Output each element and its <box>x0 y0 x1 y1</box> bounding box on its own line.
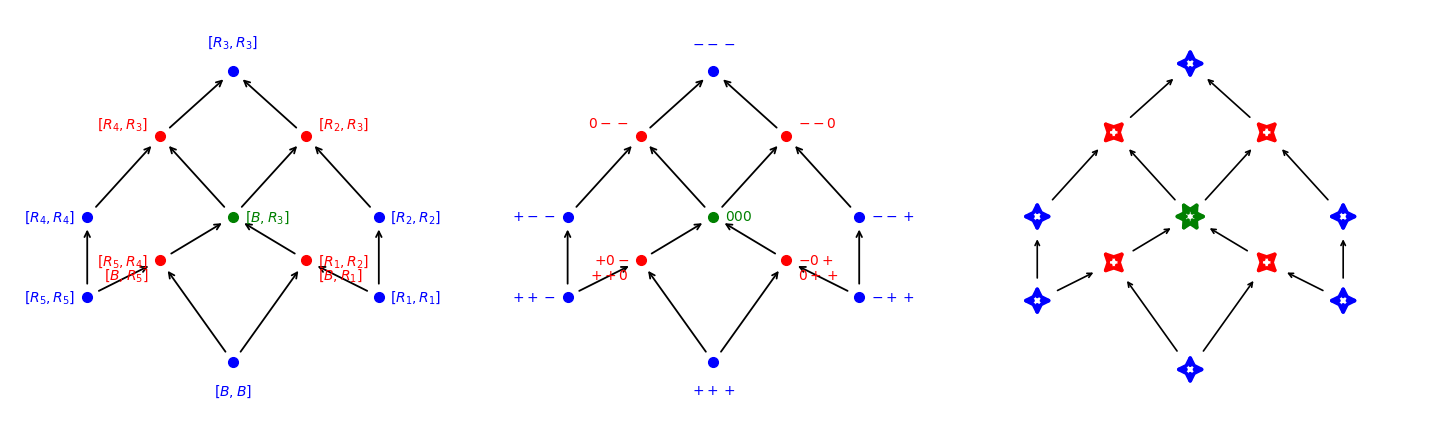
Text: $-0+$: $-0+$ <box>797 253 833 268</box>
Text: $[R_5, R_5]$: $[R_5, R_5]$ <box>24 289 76 306</box>
Text: $[R_1, R_2]$: $[R_1, R_2]$ <box>317 252 369 269</box>
Text: $++0$: $++0$ <box>591 268 630 282</box>
Text: $[R_3, R_3]$: $[R_3, R_3]$ <box>208 34 258 51</box>
Text: $[R_2, R_2]$: $[R_2, R_2]$ <box>390 209 442 225</box>
Text: $--0$: $--0$ <box>797 117 836 131</box>
Text: $---$: $---$ <box>691 37 736 51</box>
Text: $[R_1, R_1]$: $[R_1, R_1]$ <box>390 289 442 306</box>
Text: $[B, R_5]$: $[B, R_5]$ <box>103 267 149 283</box>
Text: $[R_4, R_3]$: $[R_4, R_3]$ <box>98 115 149 132</box>
Text: $[R_4, R_4]$: $[R_4, R_4]$ <box>24 209 76 225</box>
Text: $+++$: $+++$ <box>691 383 736 397</box>
Text: $[R_5, R_4]$: $[R_5, R_4]$ <box>98 252 149 269</box>
Text: $+--$: $+--$ <box>512 210 556 224</box>
Text: $0--$: $0--$ <box>588 117 630 131</box>
Text: $0++$: $0++$ <box>797 268 839 282</box>
Text: $-++$: $-++$ <box>870 290 915 304</box>
Text: $[R_2, R_3]$: $[R_2, R_3]$ <box>317 115 369 132</box>
Text: $+0-$: $+0-$ <box>594 253 630 268</box>
Text: $[B, R_3]$: $[B, R_3]$ <box>245 209 290 225</box>
Text: $000$: $000$ <box>726 210 753 224</box>
Text: $[B, B]$: $[B, B]$ <box>214 383 252 399</box>
Text: $[B, R_1]$: $[B, R_1]$ <box>317 267 363 283</box>
Text: $++-$: $++-$ <box>512 290 556 304</box>
Text: $--+$: $--+$ <box>870 210 915 224</box>
